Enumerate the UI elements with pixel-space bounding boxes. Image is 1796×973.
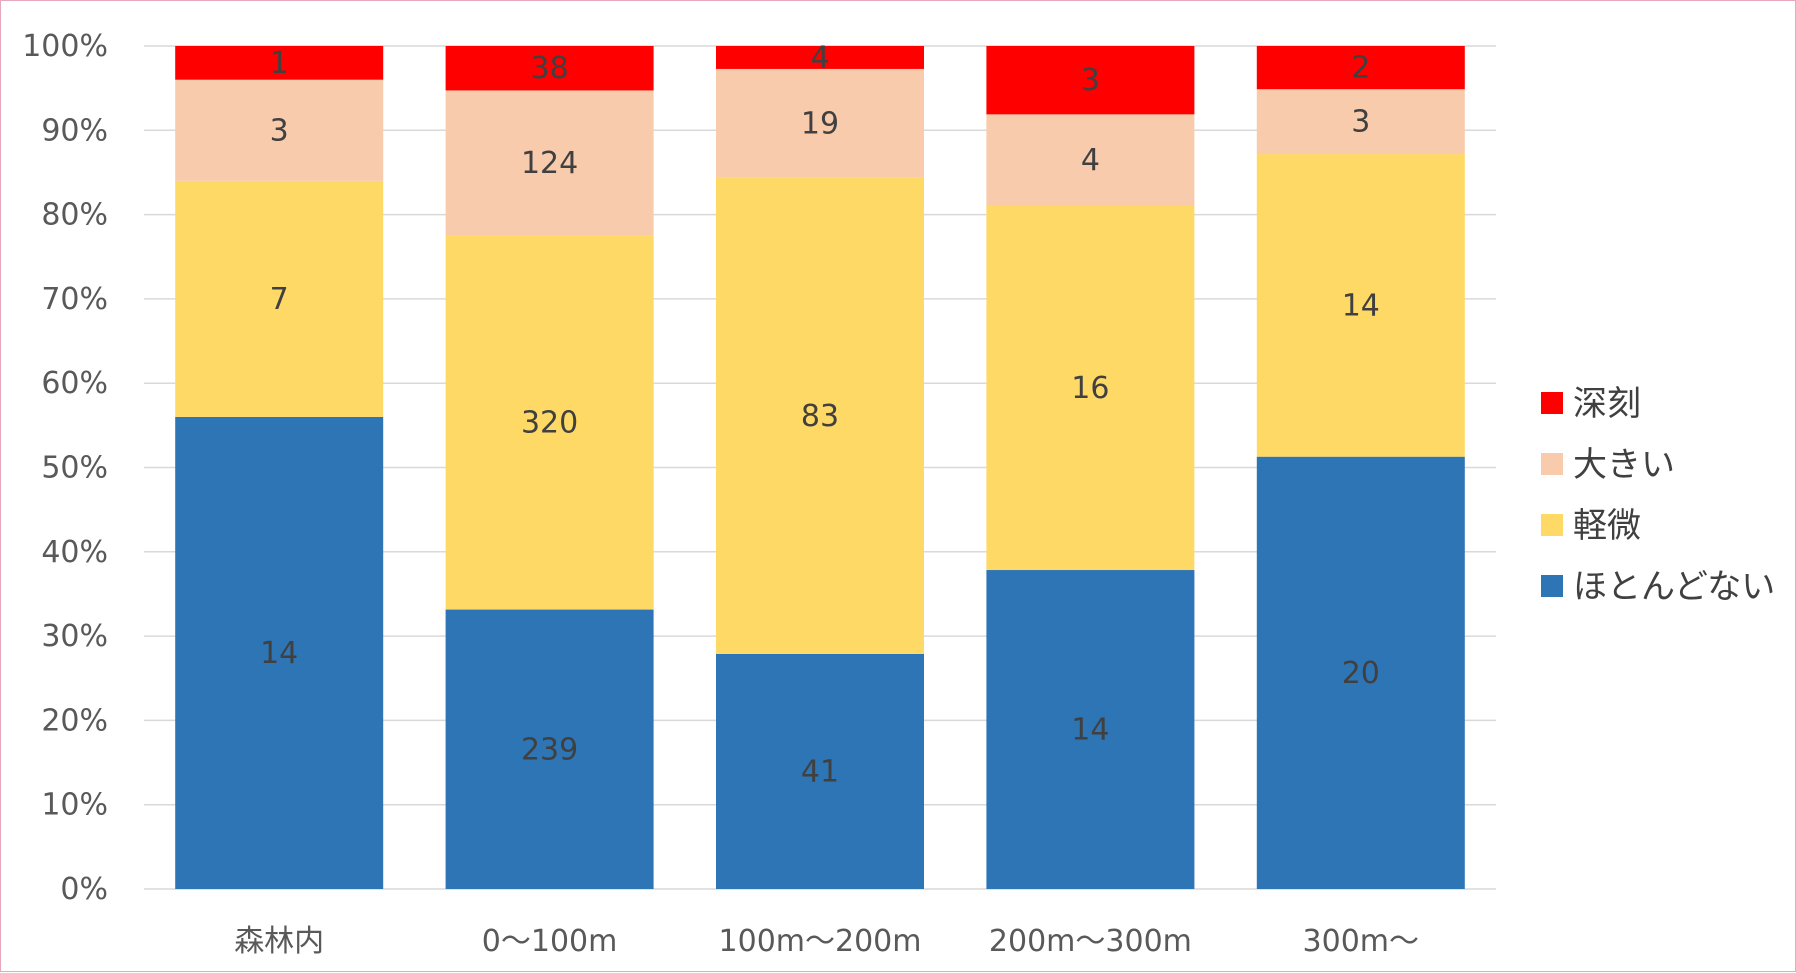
data-label: 16 xyxy=(1071,371,1109,406)
x-tick-label: 200m〜300m xyxy=(989,924,1192,959)
bar-segment xyxy=(986,570,1195,889)
data-label: 14 xyxy=(1342,288,1380,323)
legend-swatch xyxy=(1541,392,1563,414)
y-tick-label: 70% xyxy=(41,282,108,317)
legend-item: 軽微 xyxy=(1541,506,1641,546)
data-label: 320 xyxy=(521,405,578,440)
legend-label: 軽微 xyxy=(1573,506,1641,546)
legend-label: 大きい xyxy=(1573,445,1675,485)
bar-segment xyxy=(175,416,384,889)
x-tick-label: 森林内 xyxy=(234,924,324,959)
legend-swatch xyxy=(1541,575,1563,597)
bar-segment xyxy=(445,235,654,610)
legend-item: 深刻 xyxy=(1541,384,1641,424)
legend-item: ほとんどない xyxy=(1541,567,1775,607)
data-label: 14 xyxy=(260,636,298,671)
bar-segment xyxy=(1256,89,1465,155)
bar-segment xyxy=(986,114,1195,206)
data-label: 2 xyxy=(1351,51,1370,86)
data-label: 239 xyxy=(521,732,578,767)
data-label: 4 xyxy=(1081,143,1100,178)
bar-segment xyxy=(716,46,924,69)
data-label: 19 xyxy=(801,106,839,141)
legend-label: 深刻 xyxy=(1573,384,1641,424)
bars xyxy=(175,46,1465,889)
data-label: 20 xyxy=(1342,656,1380,691)
bar-segment xyxy=(175,79,384,181)
y-tick-label: 40% xyxy=(41,535,108,570)
data-label: 7 xyxy=(270,282,289,317)
bar-segment xyxy=(445,90,654,236)
y-tick-label: 90% xyxy=(41,113,108,148)
y-tick-label: 20% xyxy=(41,703,108,738)
legend-swatch xyxy=(1541,453,1563,475)
bar-segment xyxy=(986,205,1195,571)
bar-segment xyxy=(1256,154,1465,457)
data-label: 83 xyxy=(801,399,839,434)
data-label: 124 xyxy=(521,146,578,181)
bar-segment xyxy=(445,46,654,91)
x-tick-label: 100m〜200m xyxy=(719,924,922,959)
y-tick-label: 50% xyxy=(41,451,108,486)
legend-swatch xyxy=(1541,514,1563,536)
data-label: 38 xyxy=(531,51,569,86)
bar-segment xyxy=(986,46,1195,115)
y-tick-label: 0% xyxy=(60,872,108,907)
legend-item: 大きい xyxy=(1541,445,1675,485)
data-label: 3 xyxy=(270,113,289,148)
data-label: 4 xyxy=(810,40,829,75)
data-label: 3 xyxy=(1081,63,1100,98)
bar-segment xyxy=(716,177,924,654)
y-tick-label: 30% xyxy=(41,619,108,654)
bar-segment xyxy=(175,46,384,80)
y-tick-label: 80% xyxy=(41,198,108,233)
y-tick-label: 100% xyxy=(22,29,108,64)
data-label: 3 xyxy=(1351,105,1370,140)
x-tick-label: 0〜100m xyxy=(482,924,618,959)
bar-segment xyxy=(1256,456,1465,889)
bar-segment xyxy=(445,609,654,889)
data-label: 41 xyxy=(801,754,839,789)
legend-label: ほとんどない xyxy=(1573,567,1775,607)
x-tick-label: 300m〜 xyxy=(1303,924,1419,959)
bar-segment xyxy=(1256,46,1465,90)
data-label: 1 xyxy=(270,46,289,81)
data-label: 14 xyxy=(1071,713,1109,748)
y-tick-label: 60% xyxy=(41,366,108,401)
axes: 0% 10% 20% 30% 40% 50% 60% 70% 80% 90% 100% 森林内 0〜10… xyxy=(22,29,1419,959)
y-tick-label: 10% xyxy=(41,788,108,823)
bar-segment xyxy=(175,180,384,417)
bar-segment xyxy=(716,68,924,178)
bar-segment xyxy=(716,653,924,889)
